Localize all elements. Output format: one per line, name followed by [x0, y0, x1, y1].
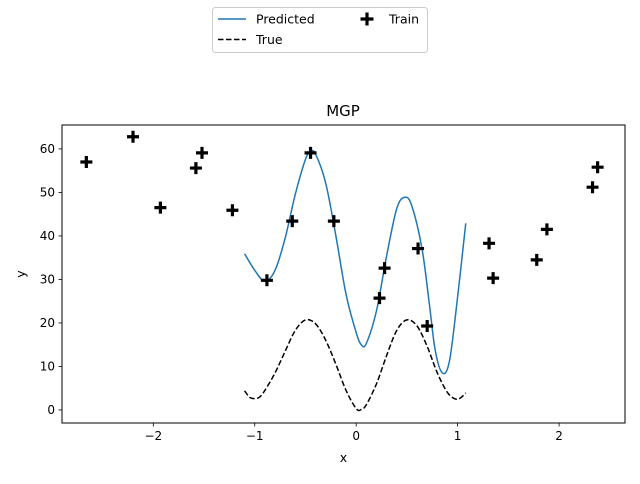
- y-tick-label: 40: [40, 229, 55, 243]
- train-point: [591, 161, 604, 174]
- train-point: [412, 242, 425, 255]
- train-point: [195, 146, 208, 159]
- x-axis-label: x: [340, 450, 347, 465]
- train-point: [378, 262, 391, 275]
- predicted-series-line: [243, 149, 467, 375]
- legend: Predicted True Train: [212, 7, 428, 53]
- train-point: [487, 272, 500, 285]
- train-point: [530, 253, 543, 266]
- legend-train-label: Train: [388, 12, 419, 27]
- x-tick-label: −2: [144, 429, 162, 443]
- train-point: [226, 204, 239, 217]
- train-point: [483, 237, 496, 250]
- axes-frame: [61, 124, 626, 424]
- train-point: [127, 130, 140, 143]
- legend-train-marker: [360, 12, 374, 26]
- train-point: [260, 274, 273, 287]
- legend-predicted-label: Predicted: [256, 12, 315, 27]
- x-tick-label: 0: [352, 429, 360, 443]
- chart-title: MGP: [326, 102, 360, 120]
- x-tick-label: 2: [555, 429, 563, 443]
- train-point: [327, 215, 340, 228]
- y-tick-label: 50: [40, 186, 55, 200]
- plot-area: [80, 130, 604, 412]
- train-point: [189, 162, 202, 175]
- y-tick-label: 60: [40, 142, 55, 156]
- train-point: [286, 215, 299, 228]
- x-tick-label: −1: [246, 429, 264, 443]
- true-series-line: [243, 318, 467, 412]
- train-point: [540, 223, 553, 236]
- y-axis-label: y: [13, 270, 28, 278]
- y-tick-label: 20: [40, 316, 55, 330]
- train-point: [80, 155, 93, 168]
- train-point: [586, 181, 599, 194]
- y-tick-label: 10: [40, 360, 55, 374]
- train-point: [373, 292, 386, 305]
- y-tick-label: 30: [40, 273, 55, 287]
- legend-box: [212, 7, 428, 53]
- train-point: [154, 201, 167, 214]
- train-point: [304, 146, 317, 159]
- y-tick-label: 0: [47, 403, 55, 417]
- train-point: [421, 319, 434, 332]
- x-tick-label: 1: [454, 429, 462, 443]
- legend-true-label: True: [255, 32, 283, 47]
